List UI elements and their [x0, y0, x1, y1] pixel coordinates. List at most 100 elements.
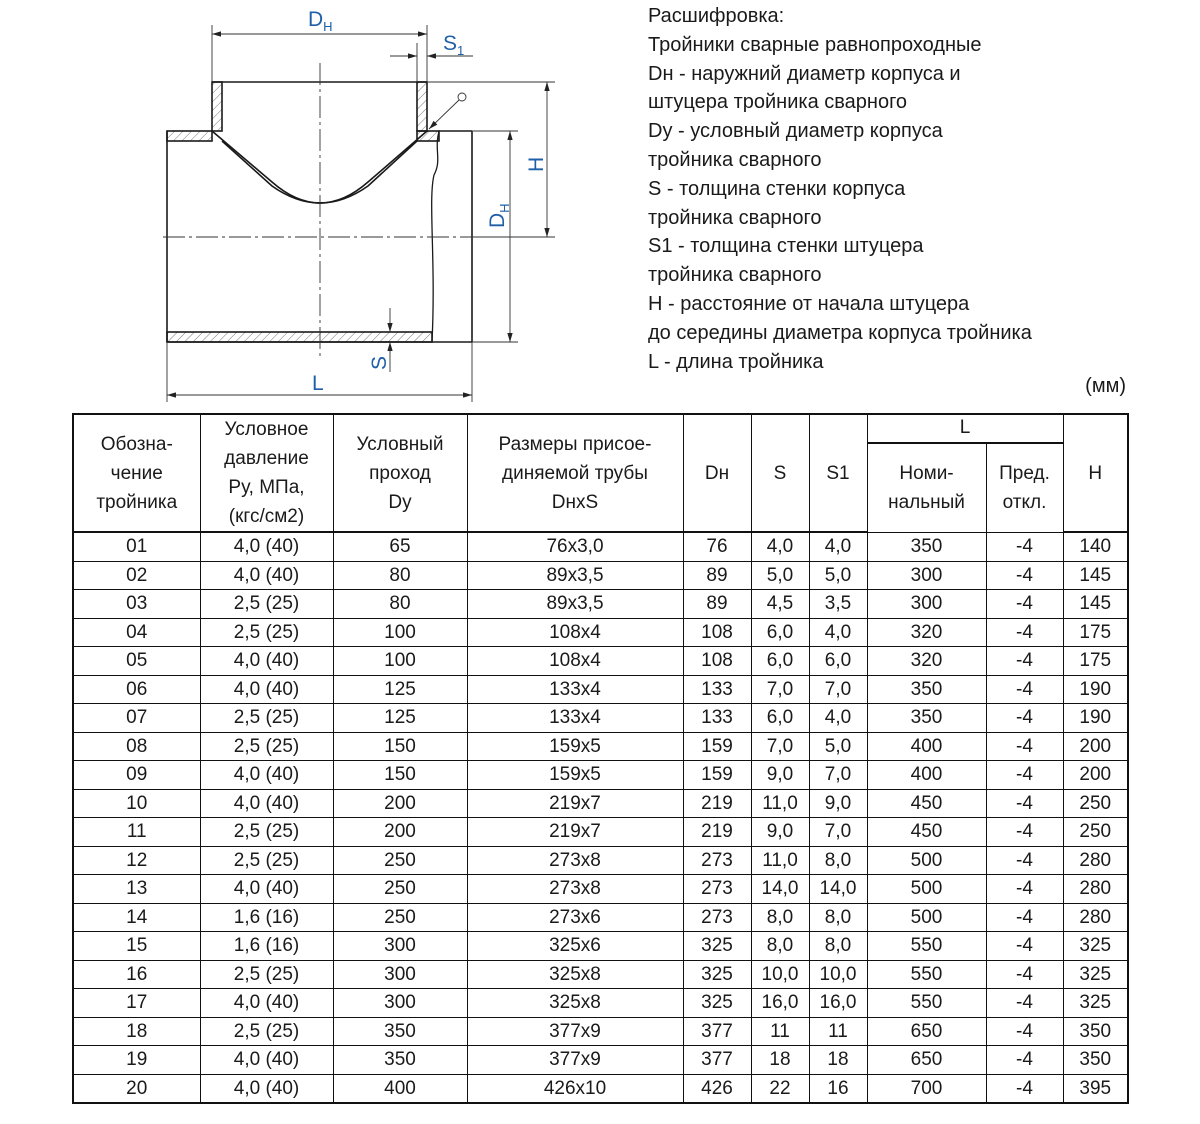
- cell-l-tolerance: -4: [985, 874, 1064, 904]
- cell-s1: 14,0: [808, 874, 868, 904]
- label-s1: S1: [443, 32, 464, 58]
- tee-drawing: DН S1 H DН S L: [163, 8, 555, 402]
- cell-pressure: 2,5 (25): [199, 731, 334, 761]
- cell-h: 325: [1062, 959, 1129, 989]
- cell-s: 8,0: [750, 931, 810, 961]
- cell-pipe-size: 325x6: [466, 931, 684, 961]
- cell-s: 11: [750, 1016, 810, 1046]
- branch-wall-right: [416, 81, 428, 132]
- cell-pipe-size: 133x4: [466, 703, 684, 733]
- label-l: L: [312, 372, 324, 395]
- legend-line: штуцера тройника сварного: [648, 91, 908, 114]
- cell-l-tolerance: -4: [985, 589, 1064, 619]
- cell-pipe-size: 159x5: [466, 760, 684, 790]
- cell-pipe-size: 273x8: [466, 874, 684, 904]
- cell-pipe-size: 89x3,5: [466, 589, 684, 619]
- cell-pressure: 4,0 (40): [199, 674, 334, 704]
- legend-line: S - толщина стенки корпуса: [648, 177, 906, 200]
- cell-passage: 250: [332, 874, 468, 904]
- cell-pipe-size: 108x4: [466, 617, 684, 647]
- header-h: H: [1062, 413, 1129, 533]
- cell-l-nominal: 350: [866, 703, 987, 733]
- cell-passage: 200: [332, 817, 468, 847]
- cell-h: 190: [1062, 703, 1129, 733]
- header-pipe-size: Размеры присое- диняемой трубы DнxS: [466, 413, 684, 533]
- cell-l-nominal: 550: [866, 959, 987, 989]
- label-dn-top: DН: [308, 8, 333, 34]
- legend-line: тройника сварного: [648, 148, 822, 171]
- cell-designation: 18: [72, 1016, 201, 1046]
- table-row: 07 2,5 (25) 125 133x4 133 6,0 4,0 350 -4 190: [72, 703, 1129, 733]
- header-passage: Условный проход Dу: [332, 413, 468, 533]
- cell-dn: 89: [682, 560, 752, 590]
- cell-designation: 12: [72, 845, 201, 875]
- legend: Расшифровка: Тройники сварные равнопроход…: [648, 2, 1032, 376]
- cell-designation: 20: [72, 1073, 201, 1104]
- legend-line: Расшифровка:: [648, 5, 785, 27]
- cell-dn: 159: [682, 731, 752, 761]
- cell-s1: 8,0: [808, 902, 868, 932]
- header-l-tolerance: Пред. откл.: [985, 442, 1064, 533]
- table-row: 05 4,0 (40) 100 108x4 108 6,0 6,0 320 -4 175: [72, 646, 1129, 676]
- run-wall-top-left: [166, 130, 213, 142]
- cell-passage: 300: [332, 959, 468, 989]
- tee-dimensions-table: Обозна- чение тройника Условное давление…: [72, 413, 1129, 1104]
- cell-passage: 300: [332, 931, 468, 961]
- header-s1: S1: [808, 413, 868, 533]
- cell-passage: 80: [332, 589, 468, 619]
- cell-h: 280: [1062, 845, 1129, 875]
- cell-dn: 133: [682, 703, 752, 733]
- cell-pipe-size: 89x3,5: [466, 560, 684, 590]
- cell-pipe-size: 219x7: [466, 788, 684, 818]
- legend-line: Dу - условный диаметр корпуса: [648, 120, 943, 143]
- cell-l-tolerance: -4: [985, 760, 1064, 790]
- cell-pressure: 2,5 (25): [199, 589, 334, 619]
- cell-dn: 76: [682, 531, 752, 562]
- cell-pressure: 4,0 (40): [199, 646, 334, 676]
- legend-line: L - длина тройника: [648, 350, 824, 373]
- cell-pressure: 1,6 (16): [199, 931, 334, 961]
- cell-dn: 273: [682, 874, 752, 904]
- cell-pipe-size: 159x5: [466, 731, 684, 761]
- cell-designation: 08: [72, 731, 201, 761]
- cell-l-tolerance: -4: [985, 531, 1064, 562]
- cell-pipe-size: 325x8: [466, 988, 684, 1018]
- cell-pipe-size: 76x3,0: [466, 531, 684, 562]
- cell-pressure: 4,0 (40): [199, 1045, 334, 1075]
- cell-l-tolerance: -4: [985, 902, 1064, 932]
- cell-s: 4,5: [750, 589, 810, 619]
- cell-l-nominal: 450: [866, 817, 987, 847]
- cell-s: 8,0: [750, 902, 810, 932]
- cell-s1: 4,0: [808, 531, 868, 562]
- cell-l-tolerance: -4: [985, 674, 1064, 704]
- cell-dn: 219: [682, 817, 752, 847]
- cell-s: 22: [750, 1073, 810, 1104]
- cell-pressure: 1,6 (16): [199, 902, 334, 932]
- table-row: 02 4,0 (40) 80 89x3,5 89 5,0 5,0 300 -4 145: [72, 560, 1129, 590]
- legend-line: Dн - наружний диаметр корпуса и: [648, 62, 961, 85]
- cell-s1: 16,0: [808, 988, 868, 1018]
- cell-designation: 03: [72, 589, 201, 619]
- cell-l-nominal: 500: [866, 845, 987, 875]
- cell-passage: 350: [332, 1045, 468, 1075]
- cell-pipe-size: 426x10: [466, 1073, 684, 1104]
- cell-s: 9,0: [750, 760, 810, 790]
- cell-dn: 273: [682, 902, 752, 932]
- cell-l-tolerance: -4: [985, 560, 1064, 590]
- cell-pressure: 4,0 (40): [199, 1073, 334, 1104]
- cell-h: 140: [1062, 531, 1129, 562]
- cell-h: 200: [1062, 760, 1129, 790]
- cell-designation: 15: [72, 931, 201, 961]
- units-label: (мм): [1085, 375, 1126, 397]
- cell-s1: 18: [808, 1045, 868, 1075]
- cell-h: 325: [1062, 931, 1129, 961]
- legend-line: Тройники сварные равнопроходные: [648, 33, 982, 56]
- cell-pipe-size: 273x6: [466, 902, 684, 932]
- cell-pressure: 2,5 (25): [199, 703, 334, 733]
- run-wall-bottom: [166, 331, 433, 343]
- cell-pressure: 2,5 (25): [199, 845, 334, 875]
- cell-pressure: 4,0 (40): [199, 531, 334, 562]
- cell-designation: 16: [72, 959, 201, 989]
- cell-passage: 400: [332, 1073, 468, 1104]
- legend-line: тройника сварного: [648, 206, 822, 229]
